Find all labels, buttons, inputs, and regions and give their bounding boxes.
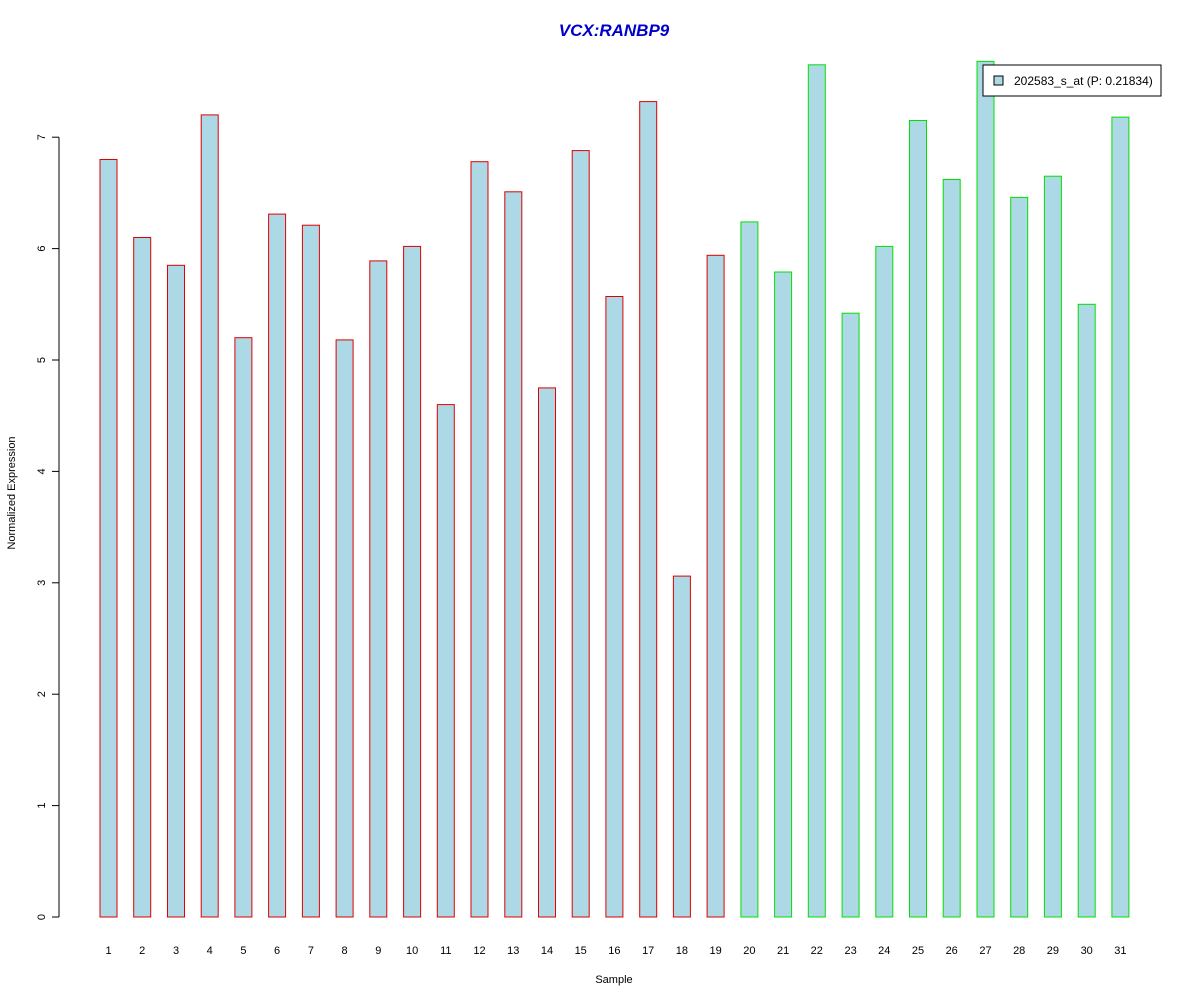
x-tick-label: 13: [507, 945, 519, 957]
bar-sample-3: [167, 264, 185, 918]
bar-sample-6: [268, 213, 287, 918]
bar-sample-23: [841, 312, 860, 918]
legend-label: 202583_s_at (P: 0.21834): [1014, 74, 1153, 88]
x-tick-label: 2: [139, 945, 145, 957]
x-tick-label: 24: [878, 945, 890, 957]
legend-box: [982, 64, 1162, 97]
y-axis: 0 1 2 3 4 5 6 7: [36, 134, 60, 920]
bar-sample-18: [672, 575, 691, 918]
x-tick-label: 1: [105, 945, 111, 957]
y-tick-label: 3: [36, 580, 48, 586]
y-tick-label: 6: [36, 246, 48, 252]
y-tick-label: 7: [36, 134, 48, 140]
bar-sample-13: [504, 191, 523, 918]
bar-sample-19: [706, 254, 725, 918]
bar-sample-10: [403, 245, 422, 918]
x-tick-label: 17: [642, 945, 654, 957]
y-tick-label: 5: [36, 357, 48, 363]
x-tick-label: 19: [709, 945, 721, 957]
bar-sample-26: [942, 179, 961, 918]
x-axis-label: Sample: [595, 974, 632, 986]
bars-group: [99, 60, 1130, 918]
bar-sample-21: [774, 271, 793, 918]
bar-sample-29: [1043, 175, 1062, 918]
bar-sample-25: [909, 120, 927, 918]
x-tick-label: 6: [274, 945, 280, 957]
x-tick-label: 9: [375, 945, 381, 957]
bar-sample-20: [740, 221, 759, 918]
x-tick-label: 5: [240, 945, 246, 957]
bar-sample-27: [976, 60, 995, 918]
bar-sample-11: [436, 404, 455, 918]
bar-sample-22: [807, 64, 826, 918]
bar-sample-30: [1077, 303, 1096, 918]
x-tick-label: 16: [608, 945, 620, 957]
x-tick-label: 10: [406, 945, 418, 957]
bar-sample-16: [605, 296, 624, 918]
bar-sample-14: [538, 387, 556, 918]
x-tick-label: 11: [440, 945, 451, 957]
y-tick-label: 4: [36, 468, 48, 474]
x-tick-label: 29: [1047, 945, 1059, 957]
y-tick-label: 2: [36, 691, 48, 697]
x-tick-label: 27: [979, 945, 991, 957]
bar-sample-12: [470, 161, 489, 918]
x-tick-label: 7: [308, 945, 314, 957]
bar-sample-15: [571, 150, 590, 918]
bar-sample-24: [875, 245, 894, 918]
x-tick-label: 8: [342, 945, 348, 957]
x-tick-label: 28: [1013, 945, 1025, 957]
x-tick-label: 18: [676, 945, 688, 957]
x-tick-labels: 1 2 3 4 5 6 7 8 9 10 11 12 13 14 15 16 17 18 19 20 21 22 23 24 2…: [105, 945, 1126, 957]
bar-sample-9: [369, 260, 388, 918]
x-tick-label: 12: [473, 945, 485, 957]
bar-sample-1: [99, 159, 118, 918]
legend-swatch: [993, 75, 1004, 86]
y-axis-label: Normalized Expression: [6, 436, 18, 549]
y-tick-label: 0: [36, 914, 48, 920]
bar-sample-31: [1111, 116, 1130, 918]
bar-sample-5: [234, 337, 253, 918]
bar-sample-28: [1010, 196, 1029, 918]
x-tick-label: 25: [912, 945, 924, 957]
x-tick-label: 23: [844, 945, 856, 957]
x-tick-label: 20: [743, 945, 755, 957]
bar-sample-2: [133, 237, 152, 918]
x-tick-label: 3: [173, 945, 179, 957]
legend: 202583_s_at (P: 0.21834): [982, 64, 1162, 97]
x-tick-label: 4: [207, 945, 213, 957]
y-tick-label: 1: [36, 803, 48, 809]
bar-sample-4: [200, 114, 219, 918]
x-tick-label: 21: [777, 945, 789, 957]
bar-sample-17: [639, 101, 658, 918]
bar-sample-8: [335, 339, 354, 918]
x-tick-label: 14: [541, 945, 553, 957]
x-tick-label: 26: [946, 945, 958, 957]
x-tick-label: 22: [811, 945, 823, 957]
x-tick-label: 30: [1081, 945, 1093, 957]
x-tick-label: 15: [575, 945, 587, 957]
chart-title: VCX:RANBP9: [559, 21, 670, 40]
bar-sample-7: [301, 224, 320, 918]
x-tick-label: 31: [1114, 945, 1126, 957]
